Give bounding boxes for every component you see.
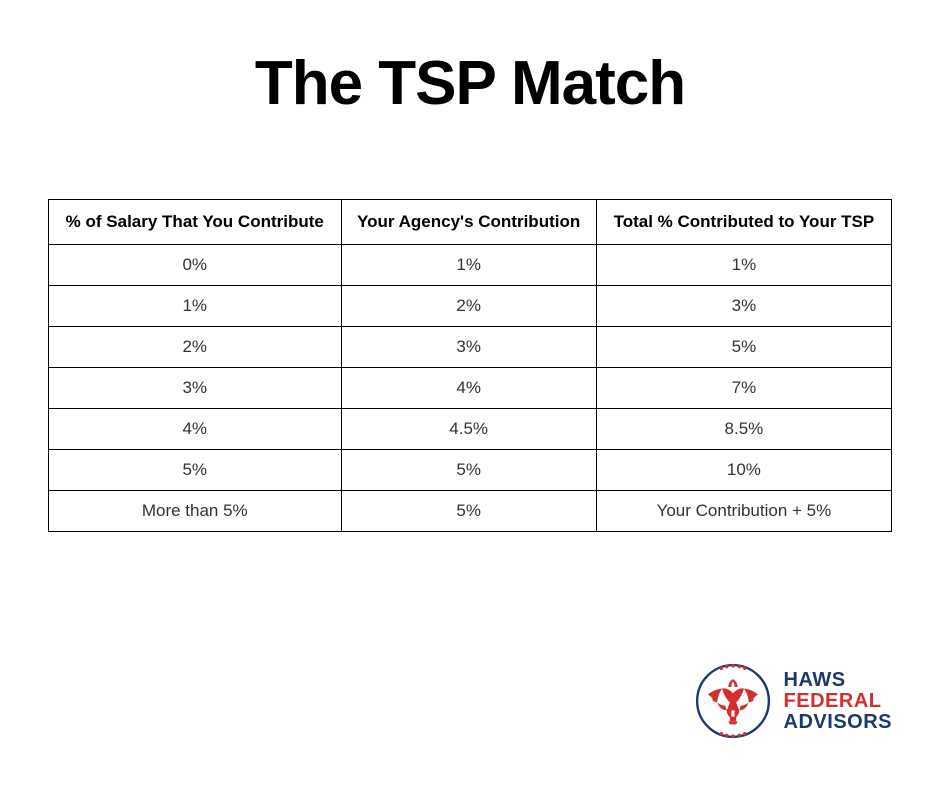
cell-total: 3% — [596, 286, 891, 327]
cell-total: 1% — [596, 245, 891, 286]
tsp-match-table: % of Salary That You Contribute Your Age… — [48, 199, 892, 532]
table-row: 2% 3% 5% — [49, 327, 892, 368]
logo-word-haws: HAWS — [784, 670, 892, 691]
cell-salary: 4% — [49, 409, 342, 450]
cell-total: 8.5% — [596, 409, 891, 450]
logo-text: HAWS FEDERAL ADVISORS — [784, 670, 892, 733]
col-header-total: Total % Contributed to Your TSP — [596, 200, 891, 245]
cell-salary: 2% — [49, 327, 342, 368]
table-row: 3% 4% 7% — [49, 368, 892, 409]
brand-logo: HAWS FEDERAL ADVISORS — [694, 662, 892, 740]
cell-salary: More than 5% — [49, 491, 342, 532]
cell-agency: 3% — [341, 327, 596, 368]
cell-salary: 5% — [49, 450, 342, 491]
cell-total: Your Contribution + 5% — [596, 491, 891, 532]
col-header-salary: % of Salary That You Contribute — [49, 200, 342, 245]
cell-agency: 5% — [341, 450, 596, 491]
cell-total: 5% — [596, 327, 891, 368]
table-row: 1% 2% 3% — [49, 286, 892, 327]
table-row: 0% 1% 1% — [49, 245, 892, 286]
table-row: More than 5% 5% Your Contribution + 5% — [49, 491, 892, 532]
table-row: 4% 4.5% 8.5% — [49, 409, 892, 450]
page-title: The TSP Match — [0, 0, 940, 119]
cell-total: 10% — [596, 450, 891, 491]
table-row: 5% 5% 10% — [49, 450, 892, 491]
cell-salary: 1% — [49, 286, 342, 327]
cell-salary: 3% — [49, 368, 342, 409]
cell-agency: 1% — [341, 245, 596, 286]
cell-agency: 2% — [341, 286, 596, 327]
table-header-row: % of Salary That You Contribute Your Age… — [49, 200, 892, 245]
logo-word-federal: FEDERAL — [784, 691, 892, 712]
cell-total: 7% — [596, 368, 891, 409]
col-header-agency: Your Agency's Contribution — [341, 200, 596, 245]
tsp-match-table-container: % of Salary That You Contribute Your Age… — [48, 199, 892, 532]
cell-agency: 5% — [341, 491, 596, 532]
logo-word-advisors: ADVISORS — [784, 712, 892, 733]
cell-salary: 0% — [49, 245, 342, 286]
cell-agency: 4.5% — [341, 409, 596, 450]
cell-agency: 4% — [341, 368, 596, 409]
eagle-logo-icon — [694, 662, 772, 740]
